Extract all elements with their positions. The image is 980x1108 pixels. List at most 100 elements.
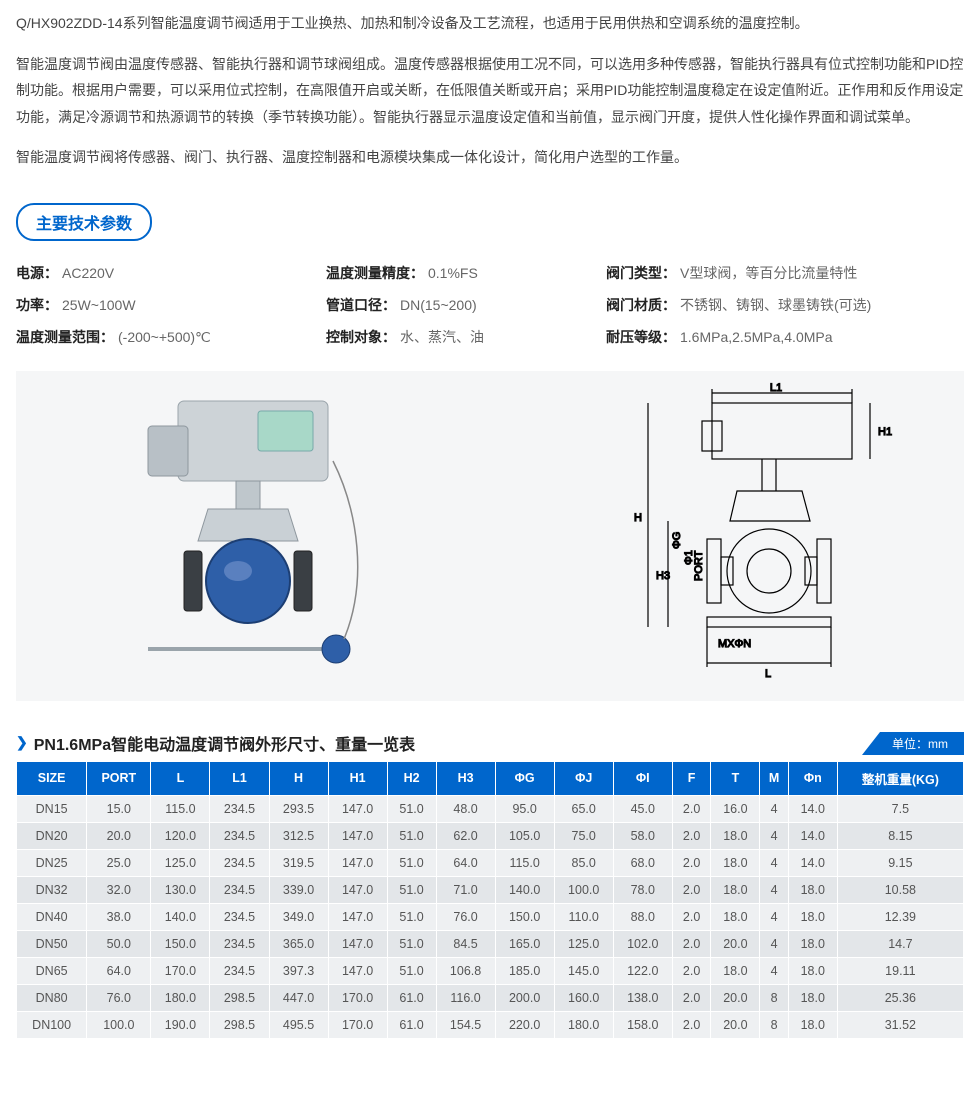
intro-p3: 智能温度调节阀将传感器、阀门、执行器、温度控制器和电源模块集成一体化设计，简化用…: [16, 144, 964, 171]
svg-text:L: L: [765, 668, 771, 680]
table-cell: 18.0: [711, 957, 760, 984]
table-row: DN1515.0115.0234.5293.5147.051.048.095.0…: [17, 795, 964, 822]
table-title: ❯ PN1.6MPa智能电动温度调节阀外形尺寸、重量一览表: [16, 731, 415, 755]
table-cell: 4: [760, 795, 788, 822]
table-cell: 130.0: [151, 876, 210, 903]
table-header-cell: Φn: [788, 761, 837, 795]
table-cell: 105.0: [495, 822, 554, 849]
table-cell: 125.0: [151, 849, 210, 876]
table-header-cell: H1: [328, 761, 387, 795]
svg-text:ΦG: ΦG: [671, 532, 683, 549]
table-cell: DN50: [17, 930, 87, 957]
table-cell: 48.0: [436, 795, 495, 822]
table-cell: 51.0: [387, 822, 436, 849]
table-cell: 349.0: [269, 903, 328, 930]
table-cell: 71.0: [436, 876, 495, 903]
table-cell: 51.0: [387, 930, 436, 957]
table-header-cell: L: [151, 761, 210, 795]
table-cell: 2.0: [672, 849, 711, 876]
table-cell: 10.58: [837, 876, 963, 903]
table-cell: 140.0: [495, 876, 554, 903]
table-cell: DN15: [17, 795, 87, 822]
table-cell: 95.0: [495, 795, 554, 822]
table-cell: 170.0: [328, 984, 387, 1011]
table-cell: 234.5: [210, 822, 269, 849]
figure-row: L1 H1 H: [16, 371, 964, 701]
table-cell: 115.0: [495, 849, 554, 876]
table-cell: 106.8: [436, 957, 495, 984]
table-cell: 234.5: [210, 957, 269, 984]
table-header-cell: L1: [210, 761, 269, 795]
table-cell: 293.5: [269, 795, 328, 822]
table-header-cell: M: [760, 761, 788, 795]
table-cell: 4: [760, 822, 788, 849]
table-row: DN3232.0130.0234.5339.0147.051.071.0140.…: [17, 876, 964, 903]
table-header-cell: PORT: [87, 761, 151, 795]
table-title-row: ❯ PN1.6MPa智能电动温度调节阀外形尺寸、重量一览表 单位：mm: [16, 731, 964, 755]
svg-text:H3: H3: [656, 570, 670, 582]
table-cell: 51.0: [387, 795, 436, 822]
table-cell: DN40: [17, 903, 87, 930]
table-cell: 88.0: [613, 903, 672, 930]
svg-text:H: H: [634, 512, 642, 524]
svg-text:H1: H1: [878, 426, 892, 438]
table-cell: 14.7: [837, 930, 963, 957]
table-cell: 16.0: [711, 795, 760, 822]
table-cell: 2.0: [672, 822, 711, 849]
table-cell: 122.0: [613, 957, 672, 984]
table-cell: 14.0: [788, 822, 837, 849]
table-cell: 365.0: [269, 930, 328, 957]
table-cell: 200.0: [495, 984, 554, 1011]
table-cell: 145.0: [554, 957, 613, 984]
table-cell: 102.0: [613, 930, 672, 957]
table-body: DN1515.0115.0234.5293.5147.051.048.095.0…: [17, 795, 964, 1038]
table-header-cell: F: [672, 761, 711, 795]
table-cell: 154.5: [436, 1011, 495, 1038]
table-cell: 18.0: [788, 1011, 837, 1038]
table-header-cell: T: [711, 761, 760, 795]
table-cell: 138.0: [613, 984, 672, 1011]
table-cell: 4: [760, 849, 788, 876]
table-cell: 2.0: [672, 984, 711, 1011]
svg-text:L1: L1: [770, 382, 782, 394]
table-cell: 25.36: [837, 984, 963, 1011]
table-cell: 4: [760, 930, 788, 957]
spec-section-title: 主要技术参数: [16, 203, 152, 241]
chevron-right-icon: ❯: [16, 734, 28, 751]
table-cell: 150.0: [495, 903, 554, 930]
table-cell: 84.5: [436, 930, 495, 957]
table-cell: 50.0: [87, 930, 151, 957]
table-cell: 18.0: [788, 984, 837, 1011]
table-header-cell: H2: [387, 761, 436, 795]
table-header-cell: 整机重量(KG): [837, 761, 963, 795]
table-cell: 234.5: [210, 795, 269, 822]
table-cell: 2.0: [672, 930, 711, 957]
table-cell: 8: [760, 1011, 788, 1038]
table-header-cell: H3: [436, 761, 495, 795]
table-cell: 51.0: [387, 849, 436, 876]
table-cell: 51.0: [387, 876, 436, 903]
table-cell: 180.0: [151, 984, 210, 1011]
table-header-cell: ΦJ: [554, 761, 613, 795]
table-cell: 234.5: [210, 930, 269, 957]
table-cell: 62.0: [436, 822, 495, 849]
table-cell: 2.0: [672, 957, 711, 984]
table-row: DN6564.0170.0234.5397.3147.051.0106.8185…: [17, 957, 964, 984]
table-cell: 234.5: [210, 903, 269, 930]
table-cell: 165.0: [495, 930, 554, 957]
table-cell: 14.0: [788, 795, 837, 822]
table-cell: 18.0: [788, 930, 837, 957]
table-cell: 298.5: [210, 984, 269, 1011]
table-cell: 18.0: [711, 903, 760, 930]
product-photo: [36, 381, 460, 681]
table-row: DN2525.0125.0234.5319.5147.051.064.0115.…: [17, 849, 964, 876]
table-cell: 140.0: [151, 903, 210, 930]
dimension-drawing: L1 H1 H: [520, 381, 944, 681]
table-cell: 20.0: [711, 984, 760, 1011]
table-cell: 220.0: [495, 1011, 554, 1038]
table-cell: 4: [760, 957, 788, 984]
table-cell: 45.0: [613, 795, 672, 822]
table-cell: 58.0: [613, 822, 672, 849]
table-cell: 7.5: [837, 795, 963, 822]
spec-range: 温度测量范围：(-200~+500)℃: [16, 327, 326, 347]
